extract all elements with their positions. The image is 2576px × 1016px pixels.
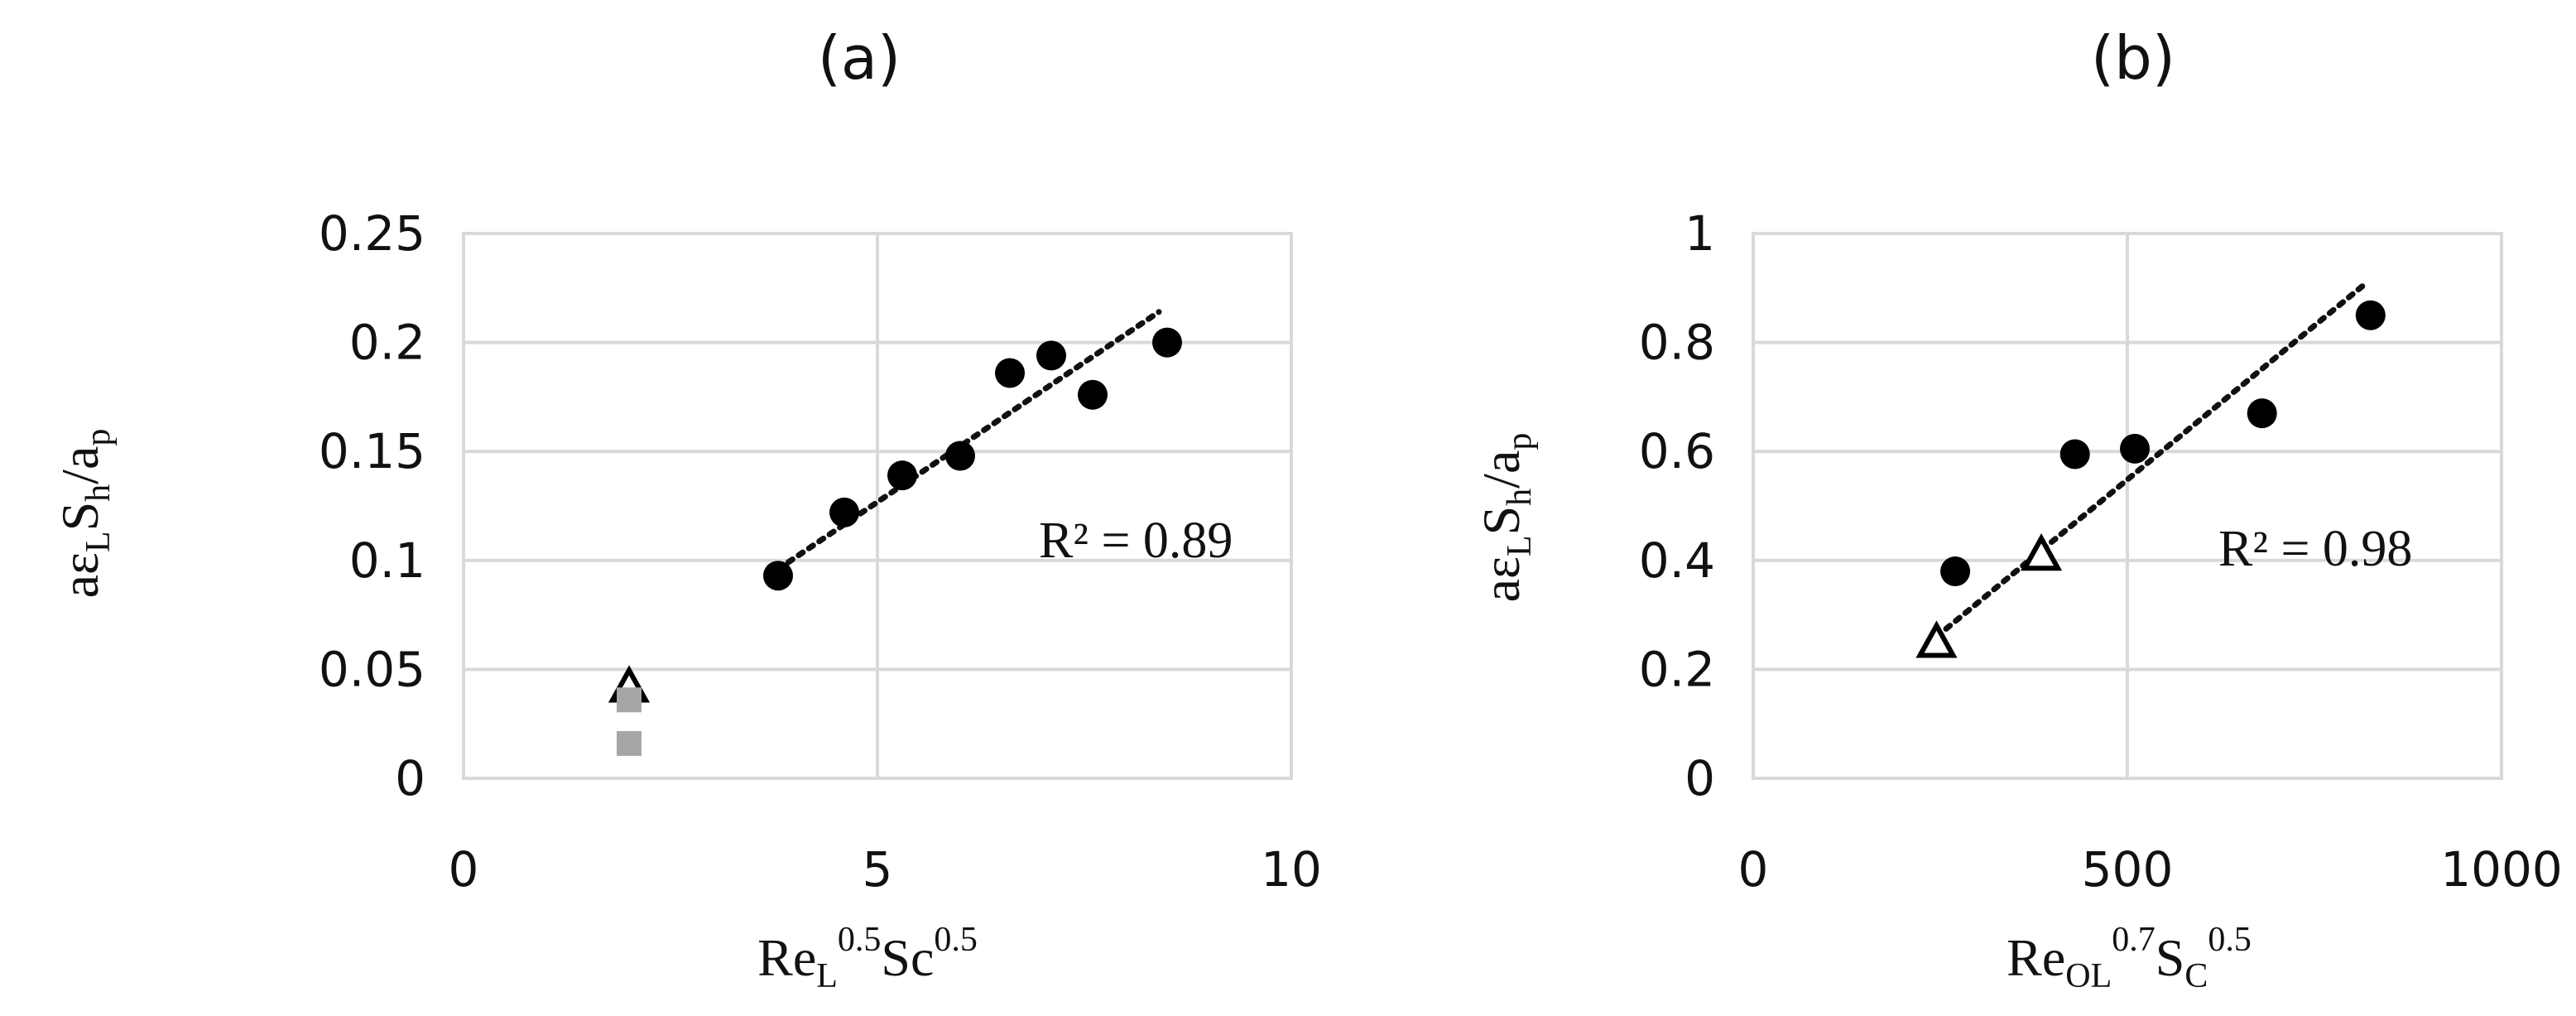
xlabel-a-sup: 0.5 <box>838 921 882 959</box>
y-tick-label: 0 <box>395 750 425 807</box>
xlabel-a-sub: L <box>816 957 838 995</box>
data-point-square <box>617 730 642 756</box>
panel-a-points <box>608 327 1182 756</box>
data-point <box>2059 439 2090 469</box>
panel-b-y-ticks: 0 0.2 0.4 0.6 0.8 1 <box>1639 205 1715 807</box>
y-tick-label: 0.05 <box>319 641 425 697</box>
panel-a-label: (a) <box>818 23 901 93</box>
xlabel-a-base: Re <box>757 928 816 987</box>
data-point <box>2247 398 2277 429</box>
data-point <box>1078 379 1108 410</box>
panel-a-r2-label: R² = 0.89 <box>1039 513 1233 569</box>
y-tick-label: 0 <box>1684 750 1715 807</box>
y-tick-label: 0.2 <box>349 315 425 371</box>
panel-a-y-axis-title: aεLSh/ap <box>50 429 118 599</box>
data-point <box>1036 340 1066 371</box>
data-point-triangle <box>2020 533 2063 571</box>
panel-a-y-ticks: 0 0.05 0.1 0.15 0.2 0.25 <box>319 205 425 807</box>
data-point <box>887 460 917 491</box>
y-tick-label: 0.6 <box>1639 423 1715 479</box>
panel-b-x-axis-title: ReOL0.7SC0.5 <box>2006 921 2252 995</box>
data-point <box>763 561 793 591</box>
xlabel-a-base2: Sc <box>881 928 934 987</box>
y-tick-label: 0.1 <box>349 532 425 589</box>
data-point <box>1940 556 1971 586</box>
data-point-triangle <box>1915 620 1958 658</box>
y-tick-label: 0.2 <box>1639 641 1715 697</box>
data-point-square <box>617 687 642 713</box>
data-point <box>1152 327 1182 358</box>
data-point <box>2120 433 2151 464</box>
xlabel-a-sup2: 0.5 <box>934 921 978 959</box>
panel-a-x-ticks: 0 5 10 <box>449 841 1322 898</box>
trendline <box>1933 279 2370 640</box>
panel-b-r2-label: R² = 0.98 <box>2218 521 2412 577</box>
panel-b-y-axis-title: aεLSh/ap <box>1472 433 1539 603</box>
data-point <box>829 497 859 527</box>
plot-frame <box>1752 232 2503 780</box>
data-point <box>2355 300 2386 330</box>
panel-a-grid <box>462 232 1293 780</box>
x-tick-label: 1000 <box>2440 841 2563 898</box>
panel-b: (b) 0 0.2 0.4 0.6 0.8 1 0 500 1000 R² = 0.98 Re… <box>1472 23 2563 995</box>
y-tick-label: 0.4 <box>1639 532 1715 589</box>
panel-b-grid <box>1752 232 2503 780</box>
x-tick-label: 0 <box>449 841 479 898</box>
y-tick-label: 0.8 <box>1639 315 1715 371</box>
panel-b-trendline <box>1933 279 2370 640</box>
panel-b-x-ticks: 0 500 1000 <box>1738 841 2563 898</box>
plot-frame <box>462 232 1293 780</box>
panel-b-points <box>1915 300 2386 658</box>
data-point <box>995 358 1025 388</box>
y-tick-label: 0.15 <box>319 423 425 479</box>
x-tick-label: 0 <box>1738 841 1769 898</box>
panel-a: (a) 0 0.05 0.1 0.15 0.2 0.25 0 5 10 R² = 0.89 R… <box>50 23 1322 995</box>
y-tick-label: 0.25 <box>319 205 425 262</box>
panel-a-x-axis-title: ReL0.5Sc0.5 <box>757 921 978 995</box>
x-tick-label: 10 <box>1261 841 1322 898</box>
panel-b-label: (b) <box>2091 23 2175 93</box>
y-tick-label: 1 <box>1684 205 1715 262</box>
x-tick-label: 5 <box>863 841 893 898</box>
x-tick-label: 500 <box>2082 841 2174 898</box>
data-point <box>945 441 975 471</box>
